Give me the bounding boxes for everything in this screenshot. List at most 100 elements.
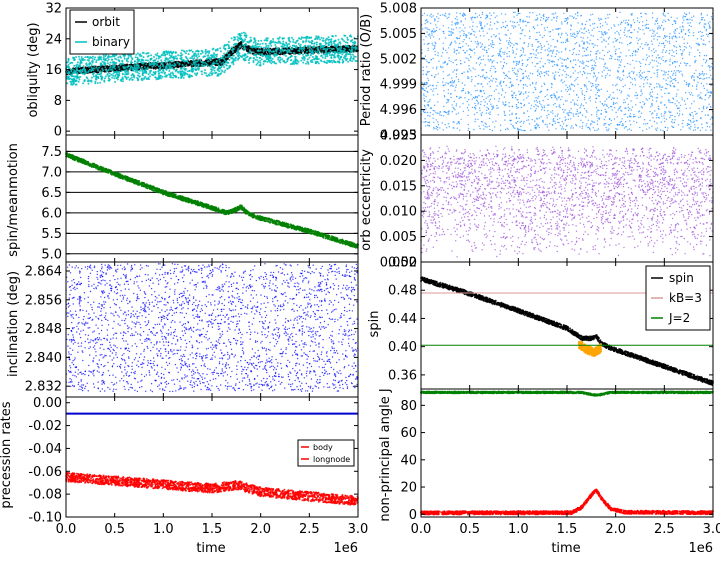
point	[216, 68, 219, 71]
point	[157, 70, 160, 73]
point	[161, 61, 164, 64]
point	[244, 56, 247, 59]
point	[117, 66, 120, 69]
point	[84, 56, 87, 59]
point	[201, 61, 204, 64]
point	[126, 70, 128, 73]
point	[134, 56, 137, 59]
point	[103, 77, 106, 80]
point	[128, 68, 131, 70]
point	[269, 57, 272, 60]
point	[177, 54, 180, 57]
point	[189, 57, 192, 60]
point	[283, 53, 286, 56]
point	[324, 55, 327, 58]
point	[240, 32, 243, 35]
point	[81, 68, 84, 71]
point	[249, 52, 251, 55]
point	[179, 71, 182, 73]
point	[317, 52, 320, 55]
point	[210, 59, 213, 62]
point	[149, 72, 151, 74]
point	[195, 68, 198, 71]
point	[97, 69, 99, 72]
point	[147, 54, 150, 57]
point	[319, 42, 322, 45]
point	[350, 40, 352, 43]
point	[322, 45, 325, 48]
point	[107, 69, 110, 72]
point	[286, 46, 289, 49]
point	[221, 70, 224, 73]
point	[211, 48, 214, 51]
point	[306, 60, 309, 63]
point	[82, 57, 84, 60]
point	[125, 77, 128, 79]
point	[117, 74, 120, 77]
point	[283, 46, 286, 49]
point	[112, 64, 114, 67]
point	[292, 62, 295, 65]
point	[199, 52, 202, 55]
point	[218, 58, 221, 61]
point	[213, 52, 216, 55]
point	[73, 56, 76, 59]
point	[192, 67, 195, 70]
point	[245, 44, 248, 47]
point	[117, 59, 120, 62]
point	[98, 66, 101, 69]
point	[156, 52, 159, 55]
point	[314, 62, 317, 65]
point	[114, 80, 117, 83]
point	[351, 60, 354, 63]
point	[83, 59, 86, 61]
point	[220, 62, 223, 65]
point	[124, 73, 127, 76]
point	[269, 52, 271, 55]
point	[204, 48, 207, 51]
point	[311, 39, 313, 42]
point	[315, 55, 318, 58]
point	[253, 46, 256, 49]
point	[348, 53, 351, 55]
point	[107, 54, 110, 57]
point	[309, 54, 312, 57]
point	[149, 58, 152, 61]
point	[66, 82, 69, 85]
point	[340, 49, 343, 52]
point	[301, 50, 304, 53]
point	[330, 47, 333, 50]
point	[164, 61, 167, 64]
point	[137, 74, 139, 77]
point	[330, 57, 333, 59]
point	[308, 50, 311, 52]
point	[130, 55, 132, 58]
point	[312, 53, 315, 55]
point	[270, 59, 273, 62]
point	[75, 83, 78, 86]
point	[259, 59, 262, 62]
point	[333, 50, 336, 53]
point	[91, 72, 94, 75]
point	[314, 50, 317, 53]
point	[197, 64, 200, 67]
point	[160, 71, 163, 74]
point	[103, 58, 105, 61]
point	[142, 185, 145, 187]
point	[74, 80, 77, 82]
point	[352, 57, 355, 60]
point	[297, 49, 300, 52]
point	[120, 70, 123, 72]
point	[140, 78, 143, 81]
point	[305, 62, 307, 65]
point	[123, 57, 126, 60]
point	[164, 59, 167, 62]
point	[154, 70, 157, 73]
point	[334, 34, 337, 37]
point	[241, 54, 244, 57]
point	[222, 55, 225, 58]
point	[342, 60, 345, 63]
point	[181, 53, 184, 56]
point	[185, 50, 188, 52]
point	[251, 46, 254, 49]
